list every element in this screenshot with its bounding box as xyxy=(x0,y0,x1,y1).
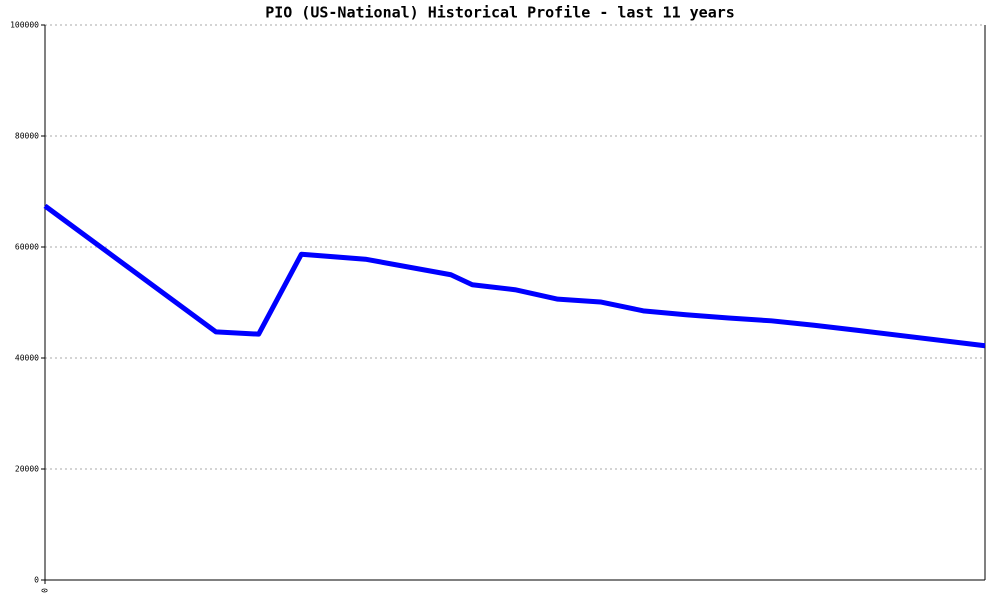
chart-title: PIO (US-National) Historical Profile - l… xyxy=(265,4,735,22)
y-tick-label: 60000 xyxy=(15,243,39,252)
y-tick-label: 40000 xyxy=(15,354,39,363)
y-tick-label: 80000 xyxy=(15,132,39,141)
y-tick-label: 0 xyxy=(34,576,39,585)
y-tick-label: 20000 xyxy=(15,465,39,474)
x-tick-label: 0 xyxy=(41,588,50,593)
line-series xyxy=(43,203,986,349)
y-tick-label: 100000 xyxy=(10,21,39,30)
